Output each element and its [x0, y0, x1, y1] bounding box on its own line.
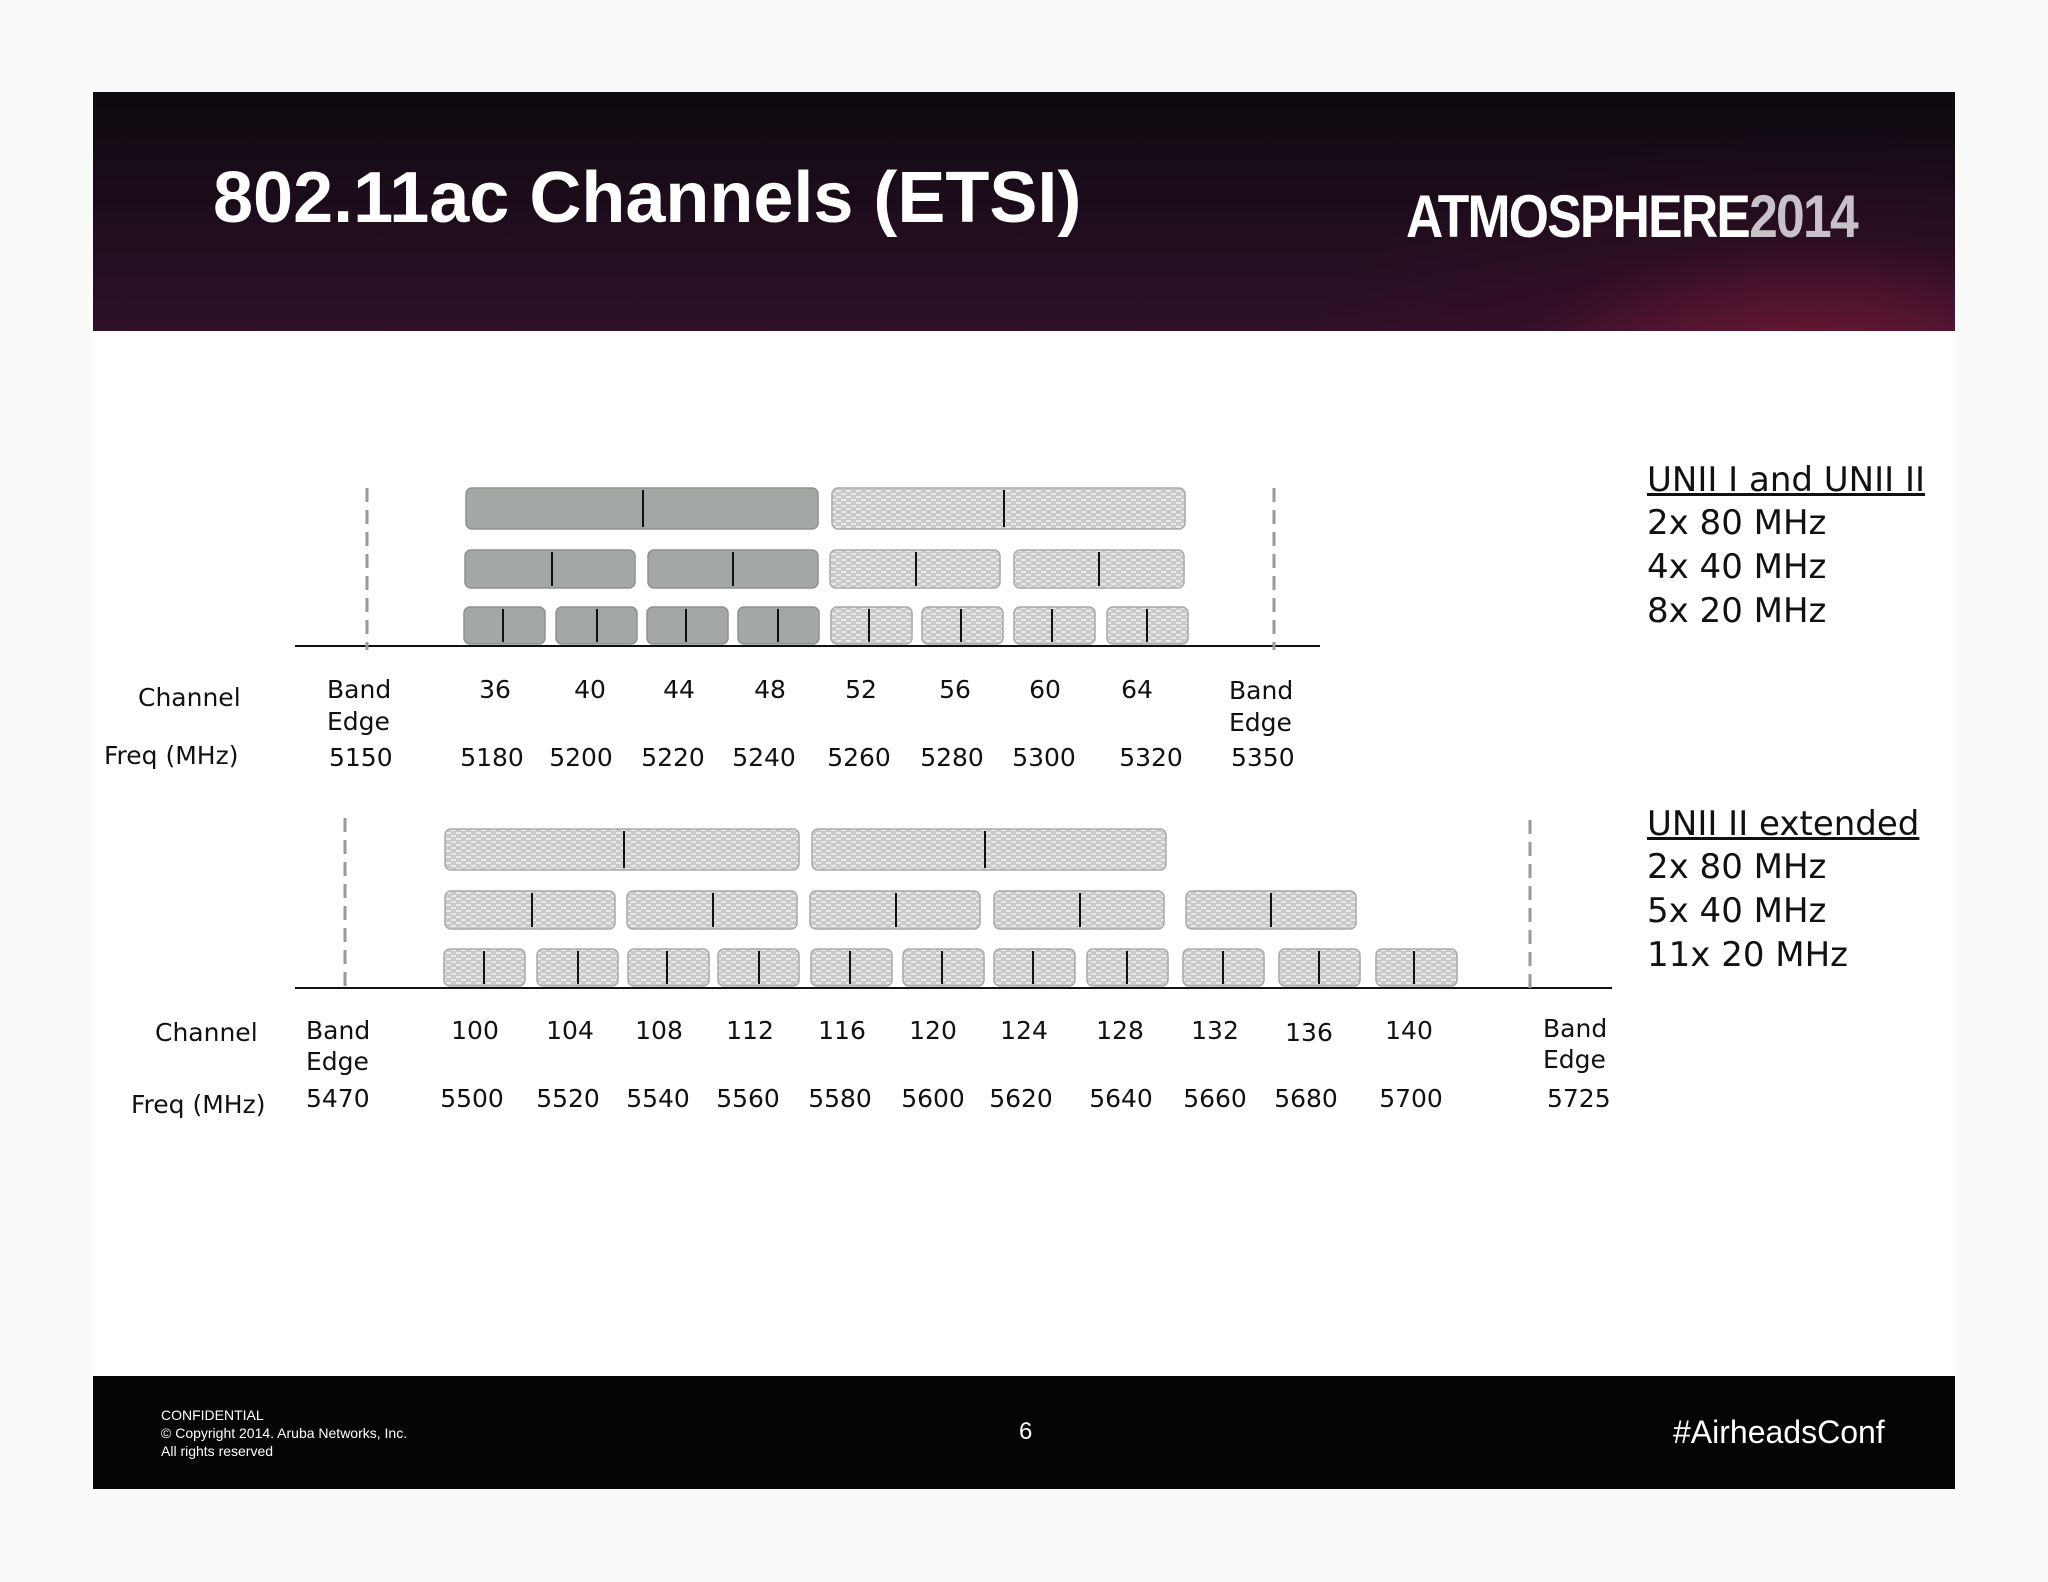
- diagram2-freq-label: 5620: [989, 1084, 1053, 1113]
- diagram2-freq-label: 5640: [1089, 1084, 1153, 1113]
- diagram2-legend-line: 11x 20 MHz: [1647, 935, 1849, 975]
- diagram1-band-edge-high-freq: 5350: [1231, 743, 1295, 772]
- diagram1-legend-line: 2x 80 MHz: [1647, 503, 1827, 543]
- diagram2-band-edge-high-line2: Edge: [1543, 1045, 1606, 1074]
- diagram1-20mhz-block: [830, 606, 913, 645]
- diagram1-40mhz-block: [464, 549, 636, 589]
- diagram2-freq-label: 5540: [626, 1084, 690, 1113]
- diagram2-channel-label: 108: [635, 1016, 683, 1045]
- diagram2-band-edge-low-freq: 5470: [306, 1084, 370, 1113]
- diagram1-channel-label: 36: [479, 675, 511, 704]
- diagram2-channel-label: 128: [1096, 1016, 1144, 1045]
- diagram2-freq-label: 5560: [716, 1084, 780, 1113]
- diagram2-band-edge-high-freq: 5725: [1547, 1084, 1611, 1113]
- diagram1-freq-label: 5240: [732, 743, 796, 772]
- diagram2-channel-label: 104: [546, 1016, 594, 1045]
- brand-logo: ATMOSPHERE2014: [1406, 187, 1859, 247]
- diagram1-legend-heading: UNII I and UNII II: [1647, 460, 1926, 500]
- diagram1-channel-label: 44: [663, 675, 695, 704]
- diagram2-20mhz-block: [810, 948, 893, 987]
- diagram2-channel-label: 100: [451, 1016, 499, 1045]
- diagram1-20mhz-block: [646, 606, 729, 645]
- brand-word: ATMOSPHERE: [1406, 183, 1751, 250]
- diagram1-freq-label: 5200: [549, 743, 613, 772]
- diagram2-band-edge-low-line1: Band: [306, 1016, 370, 1045]
- diagram1-freq-label: 5260: [827, 743, 891, 772]
- diagram1-freq-row-label: Freq (MHz): [104, 741, 239, 770]
- diagram1-band-edge-low-line2: Edge: [327, 707, 390, 736]
- diagram2-channel-label: 136: [1285, 1018, 1333, 1047]
- diagram2-channel-label: 120: [909, 1016, 957, 1045]
- diagram1-freq-label: 5180: [460, 743, 524, 772]
- diagram1-freq-label: 5320: [1119, 743, 1183, 772]
- diagram2-freq-label: 5660: [1183, 1084, 1247, 1113]
- diagram2-80mhz-block: [811, 828, 1167, 871]
- diagram2-freq-label: 5600: [901, 1084, 965, 1113]
- diagram1-band-edge-low-freq: 5150: [329, 743, 393, 772]
- diagram2-20mhz-block: [993, 948, 1076, 987]
- diagram2-freq-label: 5580: [808, 1084, 872, 1113]
- diagram1-freq-label: 5300: [1012, 743, 1076, 772]
- rights-text: All rights reserved: [161, 1443, 274, 1459]
- diagram2-band-edge-high-line1: Band: [1543, 1014, 1607, 1043]
- diagram2-20mhz-block: [902, 948, 985, 987]
- diagram1-20mhz-block: [1013, 606, 1096, 645]
- diagram1-channel-label: 64: [1121, 675, 1153, 704]
- diagram1-80mhz-block: [831, 487, 1186, 530]
- diagram1-legend-line: 8x 20 MHz: [1647, 591, 1827, 631]
- diagram2-channel-label: 116: [818, 1016, 866, 1045]
- diagram1-20mhz-block: [921, 606, 1004, 645]
- diagram1-band-edge-high-line2: Edge: [1229, 708, 1292, 737]
- slide-header: 802.11ac Channels (ETSI) ATMOSPHERE2014: [93, 92, 1955, 331]
- slide-title: 802.11ac Channels (ETSI): [213, 158, 1082, 238]
- diagram2-channel-row-label: Channel: [155, 1018, 258, 1047]
- diagram2-channel-label: 124: [1000, 1016, 1048, 1045]
- diagram2-legend-heading: UNII II extended: [1647, 804, 1920, 844]
- diagram2-80mhz-block: [444, 828, 800, 871]
- hashtag: #AirheadsConf: [1673, 1414, 1885, 1450]
- diagram1-legend-line: 4x 40 MHz: [1647, 547, 1827, 587]
- copyright-text: © Copyright 2014. Aruba Networks, Inc.: [161, 1425, 408, 1441]
- diagram2-channel-label: 140: [1385, 1016, 1433, 1045]
- diagram2-freq-label: 5520: [536, 1084, 600, 1113]
- diagram1-channel-label: 40: [574, 675, 606, 704]
- diagram1-band-edge-high-line1: Band: [1229, 676, 1293, 705]
- diagram2-freq-label: 5700: [1379, 1084, 1443, 1113]
- diagram2-40mhz-block: [444, 890, 616, 930]
- diagram2-20mhz-block: [1375, 948, 1458, 987]
- diagram1-channel-label: 60: [1029, 675, 1061, 704]
- diagram1-freq-label: 5280: [920, 743, 984, 772]
- diagram1-channel-label: 48: [754, 675, 786, 704]
- diagram1-20mhz-block: [463, 606, 546, 645]
- page-number: 6: [1019, 1418, 1033, 1445]
- diagram2-band-edge-low-line2: Edge: [306, 1047, 369, 1076]
- diagram1-channel-label: 52: [845, 675, 877, 704]
- diagram2-freq-label: 5680: [1274, 1084, 1338, 1113]
- diagram2-freq-row-label: Freq (MHz): [131, 1090, 266, 1119]
- diagram2-channel-label: 132: [1191, 1016, 1239, 1045]
- diagram1-freq-label: 5220: [641, 743, 705, 772]
- diagram1-band-edge-low-line1: Band: [327, 675, 391, 704]
- brand-year: 2014: [1749, 183, 1859, 250]
- slide-footer: CONFIDENTIAL © Copyright 2014. Aruba Net…: [93, 1376, 1955, 1489]
- diagram2-20mhz-block: [627, 948, 710, 987]
- diagram2-legend-line: 2x 80 MHz: [1647, 847, 1827, 887]
- diagram2-freq-label: 5500: [440, 1084, 504, 1113]
- diagram1-channel-row-label: Channel: [138, 683, 241, 712]
- diagram1-channel-label: 56: [939, 675, 971, 704]
- diagram2-legend-line: 5x 40 MHz: [1647, 891, 1827, 931]
- confidential-label: CONFIDENTIAL: [161, 1407, 264, 1423]
- diagram2-channel-label: 112: [726, 1016, 774, 1045]
